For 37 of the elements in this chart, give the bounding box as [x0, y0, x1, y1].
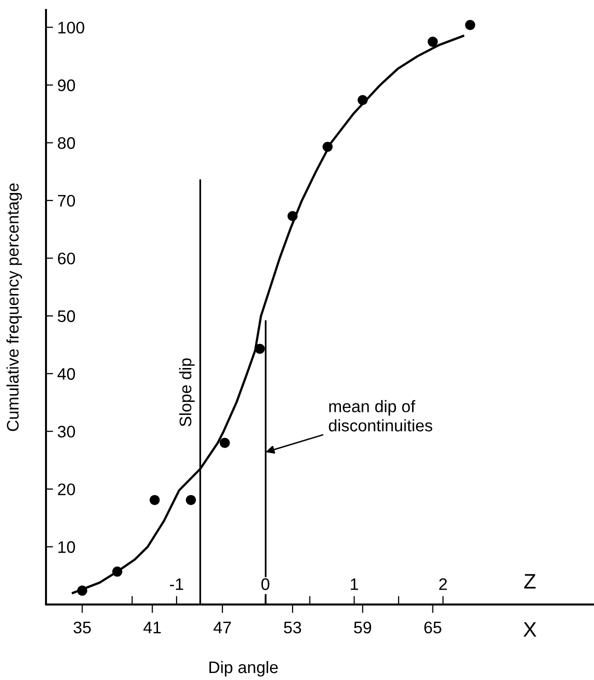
text: X	[523, 622, 536, 637]
point	[186, 494, 196, 506]
x2-axis-title: Z	[524, 574, 536, 588]
x2-tick-label: 0	[261, 578, 270, 590]
point	[254, 344, 265, 354]
point	[358, 94, 368, 106]
x2-tick-label: 2	[439, 578, 447, 590]
y-tick-label: 50	[58, 310, 75, 322]
point	[322, 142, 333, 152]
x2-tick-label: 1	[350, 578, 358, 590]
point	[465, 20, 476, 30]
y-tick-label: 20	[58, 483, 75, 496]
point	[112, 566, 122, 577]
y-tick-label: 40	[57, 368, 75, 380]
y-tick-label: 70	[58, 194, 75, 207]
y-tick-label: 80	[58, 137, 75, 149]
point	[220, 438, 230, 448]
text: Slope dip	[179, 358, 195, 426]
point	[428, 36, 438, 47]
y-tick-label: 10	[58, 541, 75, 553]
y-axis-title: Cumulative frequency percentage	[6, 183, 22, 432]
x-axis-title: Dip angle	[209, 660, 278, 677]
y-tick-label: 100	[58, 22, 84, 34]
x2-tick-label: -1	[170, 578, 184, 590]
point	[150, 494, 160, 506]
y-tick-label: 30	[58, 426, 75, 438]
x-tick-label: 35	[74, 622, 91, 634]
point	[77, 586, 88, 596]
x-tick-label: 65	[424, 622, 442, 634]
y-tick-label: 90	[58, 79, 75, 92]
x-tick-label: 59	[354, 622, 372, 634]
x-tick-label: 53	[284, 622, 302, 634]
x-tick-label: 41	[143, 622, 161, 634]
point	[287, 210, 298, 222]
y-tick-label: 60	[58, 252, 75, 264]
annotation: mean dip of discontinuities	[328, 400, 432, 432]
x-tick-label: 47	[214, 622, 231, 634]
